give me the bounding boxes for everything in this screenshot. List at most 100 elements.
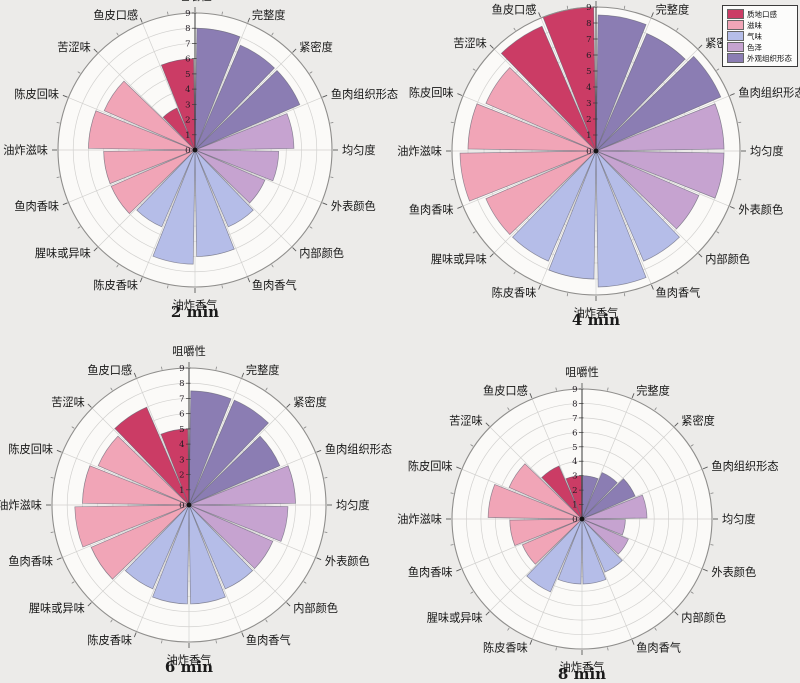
category-label: 油炸滋味 [0, 498, 42, 512]
sector-bar [194, 27, 241, 151]
radial-tick-label: 6 [572, 428, 577, 438]
sector-bar [110, 149, 196, 215]
grid-spoke [188, 504, 316, 558]
category-label: 紧密度 [293, 395, 327, 409]
sector-bar [194, 149, 235, 257]
radial-tick-label: 7 [185, 39, 190, 49]
axis-minor-tick [710, 544, 714, 546]
axis-major-tick [631, 639, 635, 645]
sector-bar [581, 518, 626, 536]
category-label: 油炸滋味 [397, 512, 442, 526]
category-label: 鱼肉香气 [636, 640, 681, 654]
grid-spoke [97, 149, 196, 248]
axis-major-tick [247, 17, 251, 23]
sector-bar [500, 25, 597, 152]
category-label: 紧密度 [299, 40, 333, 54]
category-label: 油炸滋味 [397, 144, 442, 158]
category-label: 腥味或异味 [431, 253, 487, 266]
axis-major-tick [292, 48, 297, 53]
legend-label: 外观组织形态 [747, 53, 792, 63]
sector-bar [194, 149, 266, 204]
sector-bar [194, 44, 275, 151]
grid-spoke [91, 407, 190, 506]
radial-tick-label: 3 [572, 472, 577, 482]
radial-tick-label: 2 [179, 471, 184, 481]
grid-spoke [493, 48, 597, 152]
radial-tick-label: 4 [586, 83, 591, 93]
sector-bar [88, 110, 196, 151]
grid-spoke [68, 97, 196, 151]
axis-minor-tick [450, 121, 454, 124]
axis-major-tick [133, 632, 137, 638]
sector-bar [485, 150, 597, 236]
axis-major-tick [529, 393, 533, 399]
category-label: 苦涩味 [57, 41, 91, 54]
category-label: 鱼肉香气 [246, 633, 291, 647]
axis-minor-tick [676, 27, 679, 31]
category-label: 完整度 [636, 384, 670, 398]
axis-major-tick [286, 403, 291, 408]
axis-major-tick [456, 568, 462, 572]
sector-bar [188, 390, 232, 506]
axis-minor-tick [555, 647, 557, 651]
category-label: 鱼皮口感 [87, 363, 132, 377]
legend-swatch [727, 20, 744, 30]
category-label: 内部颜色 [293, 601, 338, 615]
sector-bar [194, 70, 301, 151]
axis-major-tick [489, 44, 494, 49]
legend-swatch [727, 42, 744, 52]
category-label: 鱼肉香味 [8, 554, 53, 568]
axis-major-tick [322, 202, 328, 206]
sector-bar [103, 149, 196, 185]
category-label: 完整度 [656, 3, 690, 17]
radial-tick-label: 1 [179, 486, 184, 496]
center-dot [593, 148, 599, 154]
axis-major-tick [292, 247, 297, 252]
sector-bar [595, 150, 647, 288]
axis-minor-tick [470, 444, 474, 447]
axis-minor-tick [450, 178, 454, 181]
category-label: 鱼皮口感 [492, 3, 537, 17]
axis-minor-tick [303, 426, 307, 429]
axis-minor-tick [77, 226, 81, 229]
legend-item: 滋味 [727, 20, 792, 30]
axis-minor-tick [309, 226, 313, 229]
legend: 质地口感 滋味 气味 色泽 外观组织形态 [722, 5, 798, 67]
sector-bar [541, 465, 583, 520]
category-label: 鱼肉香味 [14, 199, 59, 213]
axis-minor-tick [110, 387, 113, 391]
category-label: 腥味或异味 [427, 611, 483, 624]
axis-minor-tick [654, 627, 657, 631]
axis-minor-tick [676, 271, 679, 275]
radial-tick-label: 8 [179, 379, 184, 389]
sector-bar [595, 150, 700, 230]
axis-minor-tick [555, 387, 557, 391]
category-label: 鱼肉组织形态 [331, 87, 398, 101]
sector-bar [581, 518, 607, 585]
grid-spoke [194, 23, 248, 151]
sector-bar [136, 149, 196, 228]
category-label: 咀嚼性 [178, 0, 212, 3]
grid-spoke [136, 378, 190, 506]
grid-spoke [97, 52, 196, 151]
axis-major-tick [702, 568, 708, 572]
axis-major-tick [457, 93, 463, 96]
category-label: 鱼肉组织形态 [325, 442, 392, 456]
legend-label: 质地口感 [747, 9, 777, 19]
axis-minor-tick [77, 71, 81, 74]
axis-minor-tick [324, 477, 328, 479]
axis-major-tick [456, 466, 462, 470]
grid-spoke [188, 504, 242, 632]
category-label: 外表颜色 [325, 554, 370, 568]
category-label: 苦涩味 [453, 37, 487, 50]
radial-tick-label: 6 [586, 51, 591, 61]
axis-minor-tick [116, 32, 119, 36]
axis-minor-tick [265, 387, 268, 391]
radial-tick-label: 7 [572, 414, 577, 424]
axis-minor-tick [161, 366, 163, 370]
category-label: 咀嚼性 [565, 365, 599, 379]
chart-title-2min: 2 min [170, 303, 220, 321]
category-label: 均匀度 [342, 143, 376, 157]
sector-bar [581, 478, 636, 520]
